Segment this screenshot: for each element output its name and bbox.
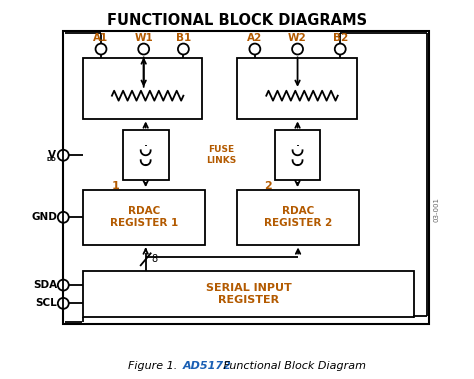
Text: 1: 1 — [112, 181, 120, 191]
Circle shape — [138, 44, 149, 55]
Text: Functional Block Diagram: Functional Block Diagram — [220, 361, 366, 371]
Text: A2: A2 — [247, 33, 263, 43]
Text: W1: W1 — [134, 33, 153, 43]
Bar — [64, 31, 428, 324]
Circle shape — [96, 44, 107, 55]
Text: SERIAL INPUT
REGISTER: SERIAL INPUT REGISTER — [206, 283, 292, 305]
Text: $\mathbf{_{DD}}$: $\mathbf{_{DD}}$ — [46, 155, 57, 164]
Text: SDA: SDA — [33, 280, 57, 290]
Text: GND: GND — [31, 212, 57, 222]
Text: RDAC
REGISTER 2: RDAC REGISTER 2 — [264, 206, 332, 229]
Text: 03-001: 03-001 — [434, 197, 439, 222]
Circle shape — [335, 44, 346, 55]
Text: 2: 2 — [264, 181, 272, 191]
Text: SCL: SCL — [36, 298, 57, 309]
Text: $\mathbf{V}$: $\mathbf{V}$ — [47, 148, 57, 160]
Text: Figure 1.: Figure 1. — [128, 361, 181, 371]
Bar — [237, 190, 359, 244]
Bar — [83, 190, 205, 244]
Text: B2: B2 — [333, 33, 348, 43]
Circle shape — [58, 280, 69, 291]
Text: RDAC
REGISTER 1: RDAC REGISTER 1 — [110, 206, 178, 229]
Text: W2: W2 — [288, 33, 307, 43]
Text: FUSE
LINKS: FUSE LINKS — [207, 145, 237, 165]
Circle shape — [58, 298, 69, 309]
Bar — [83, 58, 202, 119]
Bar — [83, 271, 414, 317]
Circle shape — [178, 44, 189, 55]
Text: AD5172: AD5172 — [182, 361, 231, 371]
Text: FUNCTIONAL BLOCK DIAGRAMS: FUNCTIONAL BLOCK DIAGRAMS — [107, 13, 367, 28]
Bar — [123, 130, 168, 180]
Text: B1: B1 — [176, 33, 191, 43]
Circle shape — [249, 44, 260, 55]
Bar — [275, 130, 320, 180]
Circle shape — [58, 150, 69, 161]
Text: A1: A1 — [93, 33, 109, 43]
Circle shape — [58, 212, 69, 223]
Text: 8: 8 — [152, 254, 158, 264]
Circle shape — [292, 44, 303, 55]
Bar — [237, 58, 357, 119]
